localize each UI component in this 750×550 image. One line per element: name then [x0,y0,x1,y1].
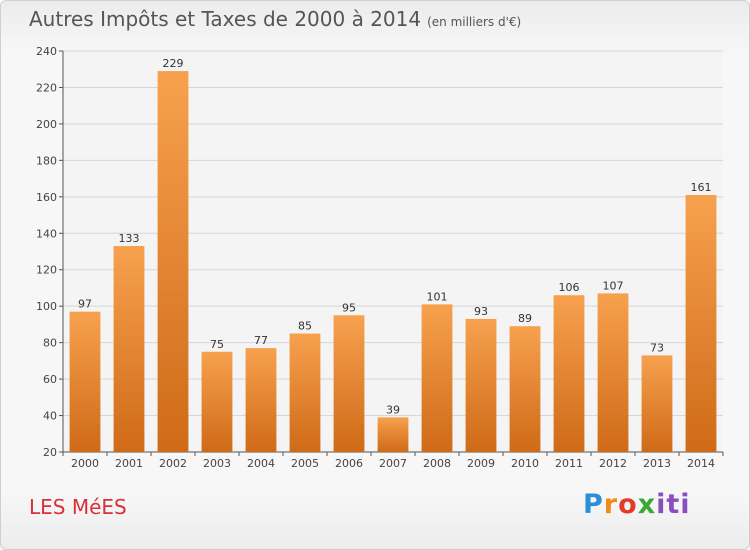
bar-2000 [69,311,101,452]
logo-part: P [583,489,604,520]
bar-value-label: 75 [210,338,224,351]
bar-value-label: 85 [298,320,312,333]
y-tick-label: 140 [36,227,57,240]
bar-2010 [509,326,541,452]
bar-value-label: 39 [386,403,400,416]
chart-subtitle: (en milliers d'€) [427,15,522,29]
bar-2005 [289,333,321,452]
y-tick-label: 20 [43,446,57,459]
y-tick-label: 100 [36,300,57,313]
bar-2007 [377,417,409,452]
y-tick-label: 240 [36,45,57,58]
y-tick-label: 60 [43,373,57,386]
bar-2009 [465,318,497,452]
logo-part: x [637,489,657,520]
x-tick-label: 2014 [687,457,715,470]
bar-value-label: 133 [119,232,140,245]
logo-part: o [618,489,638,520]
bar-2008 [421,304,453,452]
bar-value-label: 107 [603,279,624,292]
x-tick-label: 2002 [159,457,187,470]
bar-layer [69,71,717,453]
bar-value-label: 229 [163,57,184,70]
bar-value-label: 77 [254,334,268,347]
bar-2004 [245,348,277,452]
x-tick-label: 2005 [291,457,319,470]
x-tick-label: 2003 [203,457,231,470]
x-tick-label: 2001 [115,457,143,470]
place-name: LES MéES [29,495,127,519]
bar-value-label: 93 [474,305,488,318]
label-layer: 97 133 229 75 77 85 95 39 101 93 89 106 107 73 161 [78,57,712,416]
y-tick-label: 180 [36,154,57,167]
bar-value-label: 73 [650,341,664,354]
x-tick-label: 2008 [423,457,451,470]
bar-2006 [333,315,365,452]
bar-2003 [201,351,233,452]
bar-2001 [113,246,145,452]
y-tick-label: 80 [43,337,57,350]
x-tick-label: 2013 [643,457,671,470]
axis-layer: 20 40 60 80 100 120 140 160 180 200 220 240 2000 2001… [36,45,724,470]
bar-value-label: 106 [559,281,580,294]
logo-part: iti [656,489,691,520]
x-tick-label: 2000 [71,457,99,470]
bar-2014 [685,194,717,452]
chart-title: Autres Impôts et Taxes de 2000 à 2014 (en… [29,7,521,31]
y-tick-label: 40 [43,410,57,423]
x-tick-label: 2012 [599,457,627,470]
x-tick-label: 2009 [467,457,495,470]
x-tick-label: 2010 [511,457,539,470]
x-tick-label: 2006 [335,457,363,470]
y-tick-label: 200 [36,118,57,131]
bar-value-label: 95 [342,301,356,314]
bar-value-label: 97 [78,298,92,311]
y-tick-label: 160 [36,191,57,204]
bar-2012 [597,293,629,452]
bar-value-label: 89 [518,312,532,325]
y-tick-label: 220 [36,81,57,94]
x-tick-label: 2011 [555,457,583,470]
proxiti-logo: Proxiti [583,489,691,520]
y-tick-label: 120 [36,264,57,277]
bar-2013 [641,355,673,452]
logo-part: r [603,489,619,520]
bar-value-label: 101 [427,290,448,303]
bar-2002 [157,71,189,453]
bar-value-label: 161 [691,181,712,194]
x-tick-label: 2007 [379,457,407,470]
chart-title-text: Autres Impôts et Taxes de 2000 à 2014 [29,7,422,31]
bar-2011 [553,295,585,452]
x-tick-label: 2004 [247,457,275,470]
